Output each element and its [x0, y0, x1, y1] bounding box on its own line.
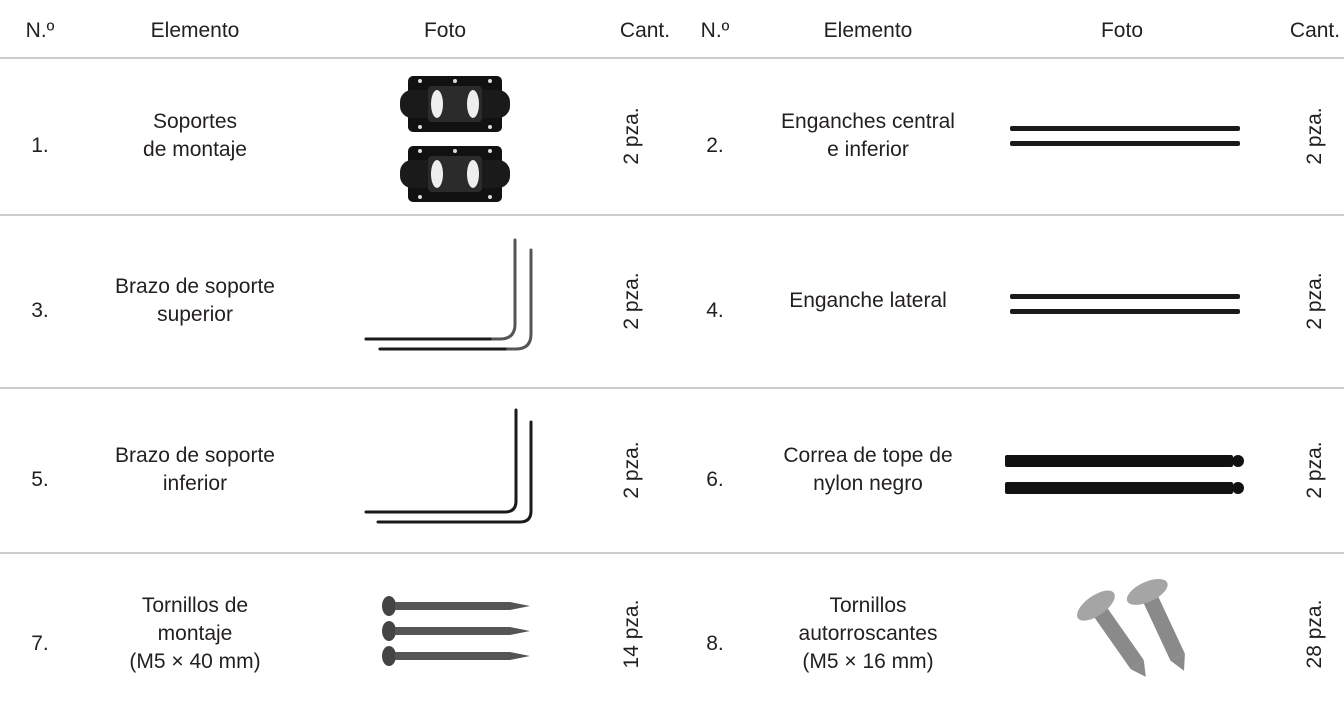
- item-quantity: 2 pza.: [620, 107, 643, 165]
- text-line: montaje: [157, 622, 233, 645]
- column-header: Elemento: [150, 19, 240, 42]
- item-element: Enganche lateral: [789, 287, 947, 315]
- text-line: Enganches central: [781, 110, 955, 133]
- column-header: Foto: [423, 19, 467, 42]
- item-number: 8.: [706, 632, 724, 655]
- photo-long-screws: [382, 596, 530, 666]
- text-line: autorroscantes: [798, 622, 938, 645]
- photo-brackets: [400, 76, 510, 202]
- text-line: nylon negro: [813, 472, 923, 495]
- item-quantity: 2 pza.: [1303, 441, 1326, 499]
- column-header: Elemento: [823, 19, 913, 42]
- text-line: Brazo de soporte: [115, 275, 275, 298]
- text-line: (M5 × 40 mm): [129, 650, 261, 673]
- item-number: 6.: [706, 468, 724, 491]
- column-header: Cant.: [619, 19, 671, 42]
- column-header: N.º: [700, 19, 730, 42]
- item-element: Soportes de montaje: [143, 108, 247, 164]
- column-header: Cant.: [1289, 19, 1341, 42]
- row-dividers: [0, 57, 1344, 554]
- item-quantity: 2 pza.: [620, 441, 643, 499]
- item-quantity: 28 pza.: [1303, 599, 1326, 669]
- item-number: 3.: [31, 299, 49, 322]
- photo-rods: [1010, 126, 1240, 314]
- item-number: 4.: [706, 299, 724, 322]
- item-quantity: 14 pza.: [620, 599, 643, 669]
- text-line: (M5 × 16 mm): [802, 650, 934, 673]
- item-number: 5.: [31, 468, 49, 491]
- text-line: Brazo de soporte: [115, 444, 275, 467]
- text-line: Tornillos de: [141, 594, 249, 617]
- item-element: Brazo de soporte inferior: [115, 442, 275, 498]
- item-number: 2.: [706, 134, 724, 157]
- item-element: Tornillos autorroscantes (M5 × 16 mm): [799, 592, 938, 676]
- item-element: Enganches central e inferior: [781, 108, 955, 164]
- text-line: de montaje: [143, 138, 247, 161]
- item-element: Tornillos de montaje (M5 × 40 mm): [129, 592, 260, 676]
- photo-arms: [364, 238, 533, 524]
- item-element: Brazo de soporte superior: [115, 273, 275, 329]
- text-line: inferior: [162, 472, 228, 495]
- text-line: Soportes: [152, 110, 238, 133]
- item-element: Correa de tope de nylon negro: [783, 442, 952, 498]
- photo-short-screws: [1076, 578, 1185, 677]
- item-quantity: 2 pza.: [1303, 107, 1326, 165]
- item-number: 7.: [31, 632, 49, 655]
- text-line: Correa de tope de: [783, 444, 953, 467]
- column-header: Foto: [1100, 19, 1144, 42]
- item-number: 1.: [31, 134, 49, 157]
- text-line: Tornillos: [829, 594, 907, 617]
- text-line: e inferior: [827, 138, 909, 161]
- text-line: Enganche lateral: [789, 289, 947, 312]
- item-quantity: 2 pza.: [1303, 272, 1326, 330]
- photo-straps: [1005, 455, 1244, 494]
- item-quantity: 2 pza.: [620, 272, 643, 330]
- column-header: N.º: [25, 19, 55, 42]
- text-line: superior: [157, 303, 233, 326]
